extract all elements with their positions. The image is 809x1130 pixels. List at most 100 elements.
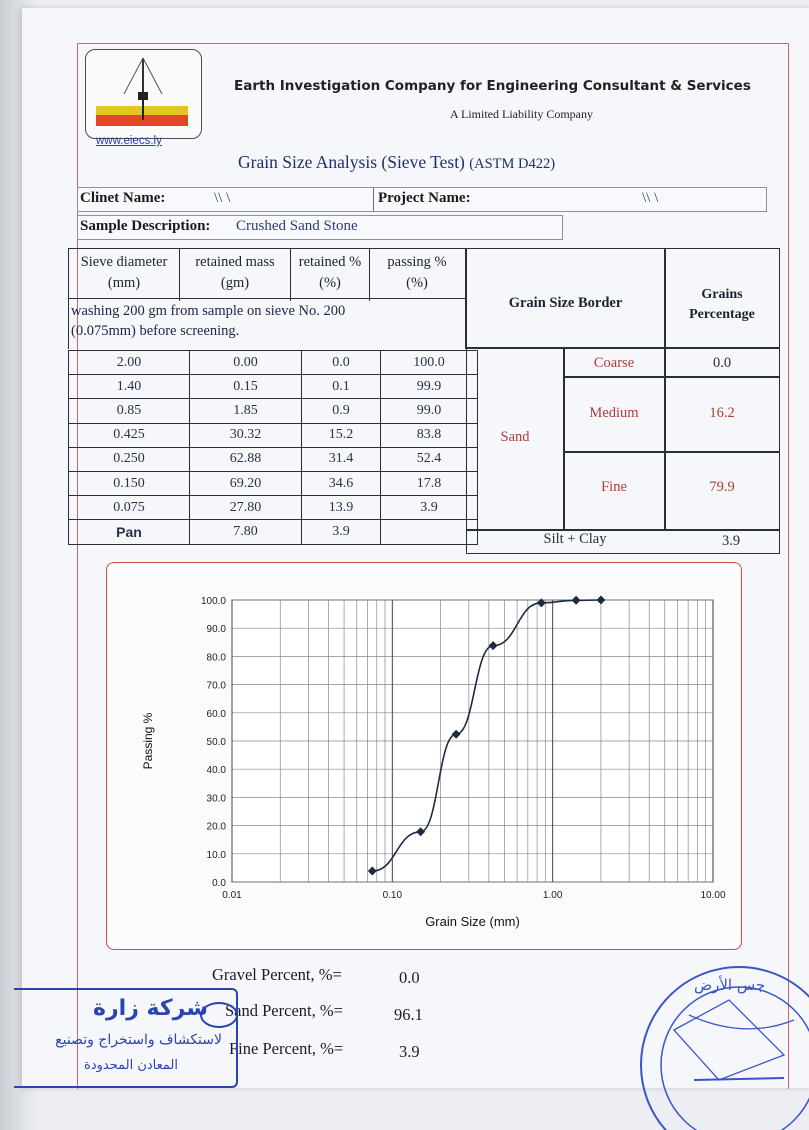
gb-hline-coarse (563, 376, 779, 378)
table-cell: 0.075 (68, 495, 190, 521)
company-subtitle: A Limited Liability Company (450, 107, 593, 121)
header-sieve-diameter-unit: (mm) (107, 275, 141, 291)
stamp-line-1: شركة زارة (93, 996, 208, 1021)
sand-label: Sand (500, 429, 530, 445)
sand-percent-label: Sand Percent, %= (225, 1001, 343, 1020)
client-label: Clinet Name: (80, 190, 166, 206)
y-tick-label: 10.0 (207, 850, 227, 861)
silt-clay-value: 3.9 (721, 533, 741, 549)
fine-percent-value: 3.9 (399, 1042, 420, 1061)
table-row: 1.40 0.15 0.1 99.9 (68, 374, 478, 400)
table-row: 2.00 0.00 0.0 100.0 (68, 349, 478, 376)
grain-size-chart: 0.010.020.030.040.050.060.070.080.090.01… (141, 595, 726, 929)
table-cell: 15.2 (301, 422, 381, 448)
header-sieve-diameter: Sieve diameter (mm) (69, 249, 180, 301)
fine-label: Fine (601, 479, 627, 495)
table-cell: 83.8 (380, 422, 478, 448)
coarse-value: 0.0 (712, 355, 732, 371)
table-cell: 0.150 (68, 470, 190, 497)
table-cell: 99.0 (380, 398, 478, 424)
table-row: 0.85 1.85 0.9 99.0 (68, 398, 478, 424)
gb-vline-sand (563, 347, 565, 529)
coarse-label: Coarse (593, 355, 635, 371)
x-tick-label: 10.00 (700, 890, 725, 901)
fine-value: 79.9 (709, 479, 735, 495)
header-retained-mass-unit: (gm) (220, 275, 250, 291)
grains-percentage-header-2: Percentage (689, 307, 755, 322)
company-logo (85, 49, 202, 139)
header-retained-mass-label: retained mass (195, 254, 275, 270)
data-point (367, 866, 377, 876)
header-retained-percent-label: retained % (298, 254, 362, 270)
table-cell: 0.15 (189, 374, 302, 400)
company-stamp: شركة زارة لاستكشاف واستخراج وتصنيع المعا… (14, 988, 238, 1088)
table-cell: 2.00 (68, 349, 190, 376)
y-tick-label: 30.0 (207, 793, 227, 804)
grain-size-border-header: Grain Size Border (508, 295, 623, 311)
header-retained-mass: retained mass (gm) (180, 249, 291, 301)
header-retained-percent-unit: (%) (319, 275, 341, 291)
table-cell (380, 519, 478, 545)
grains-percentage-header-1: Grains (701, 287, 743, 302)
header-passing-percent-label: passing % (387, 254, 447, 270)
grains-percentage-header: Grains Percentage (665, 285, 779, 325)
table-cell: 52.4 (380, 446, 478, 472)
gravel-percent-label: Gravel Percent, %= (212, 965, 342, 984)
client-value: \\ \ (214, 190, 231, 206)
header-sieve-diameter-label: Sieve diameter (80, 254, 168, 270)
data-point (536, 598, 546, 608)
table-cell: 69.20 (189, 470, 302, 497)
table-cell: 99.9 (380, 374, 478, 400)
table-cell: Pan (68, 519, 190, 545)
table-cell: 0.85 (68, 398, 190, 424)
document-title-text: Grain Size Analysis (Sieve Test) (238, 152, 465, 172)
medium-label: Medium (589, 405, 639, 421)
table-cell: 30.32 (189, 422, 302, 448)
table-cell: 100.0 (380, 349, 478, 376)
table-row: Pan 7.80 3.9 (68, 519, 478, 545)
table-cell: 1.40 (68, 374, 190, 400)
y-axis-label: Passing % (141, 712, 155, 769)
y-tick-label: 90.0 (207, 624, 227, 635)
y-tick-label: 50.0 (207, 737, 227, 748)
table-cell: 27.80 (189, 495, 302, 521)
table-cell: 34.6 (301, 470, 381, 497)
data-point (488, 641, 498, 651)
table-cell: 7.80 (189, 519, 302, 545)
table-cell: 0.250 (68, 446, 190, 472)
washing-note: washing 200 gm from sample on sieve No. … (71, 303, 346, 339)
sample-row: Sample Description: Crushed Sand Stone (77, 215, 563, 240)
table-cell: 1.85 (189, 398, 302, 424)
table-cell: 0.0 (301, 349, 381, 376)
gb-hline-medium (563, 451, 779, 453)
table-cell: 17.8 (380, 470, 478, 497)
client-project-row: Clinet Name: \\ \ Project Name: \\ \ (77, 187, 767, 212)
sample-value: Crushed Sand Stone (236, 218, 358, 234)
table-cell: 0.1 (301, 374, 381, 400)
table-cell: 62.88 (189, 446, 302, 472)
table-cell: 0.00 (189, 349, 302, 376)
header-passing-percent-unit: (%) (406, 275, 428, 291)
x-tick-label: 0.10 (383, 890, 403, 901)
table-row: 0.075 27.80 13.9 3.9 (68, 495, 478, 521)
y-tick-label: 80.0 (207, 652, 227, 663)
stamp-line-2: لاستكشاف واستخراج وتصنيع (55, 1032, 222, 1048)
header-retained-percent: retained % (%) (291, 249, 370, 301)
project-value: \\ \ (642, 190, 659, 206)
data-point (416, 827, 426, 837)
company-website-link[interactable]: www.eiecs.ly (96, 135, 162, 147)
table-cell: 0.425 (68, 422, 190, 448)
round-seal: جس الأرض (640, 966, 809, 1130)
y-tick-label: 60.0 (207, 709, 227, 720)
gb-hline-silt (467, 529, 779, 531)
table-row: 0.250 62.88 31.4 52.4 (68, 446, 478, 472)
table-row: 0.425 30.32 15.2 83.8 (68, 422, 478, 448)
sample-label: Sample Description: (80, 218, 211, 234)
stamp-line-3: المعادن المحدودة (84, 1058, 178, 1073)
table-cell: 13.9 (301, 495, 381, 521)
y-tick-label: 100.0 (201, 596, 226, 607)
sieve-data-table: 2.00 0.00 0.0 100.0 1.40 0.15 0.1 99.9 0.85 1.85 0… (68, 349, 478, 545)
gb-hline-header (467, 347, 779, 349)
document-standard: (ASTM D422) (469, 156, 556, 172)
header-passing-percent: passing % (%) (370, 249, 464, 301)
